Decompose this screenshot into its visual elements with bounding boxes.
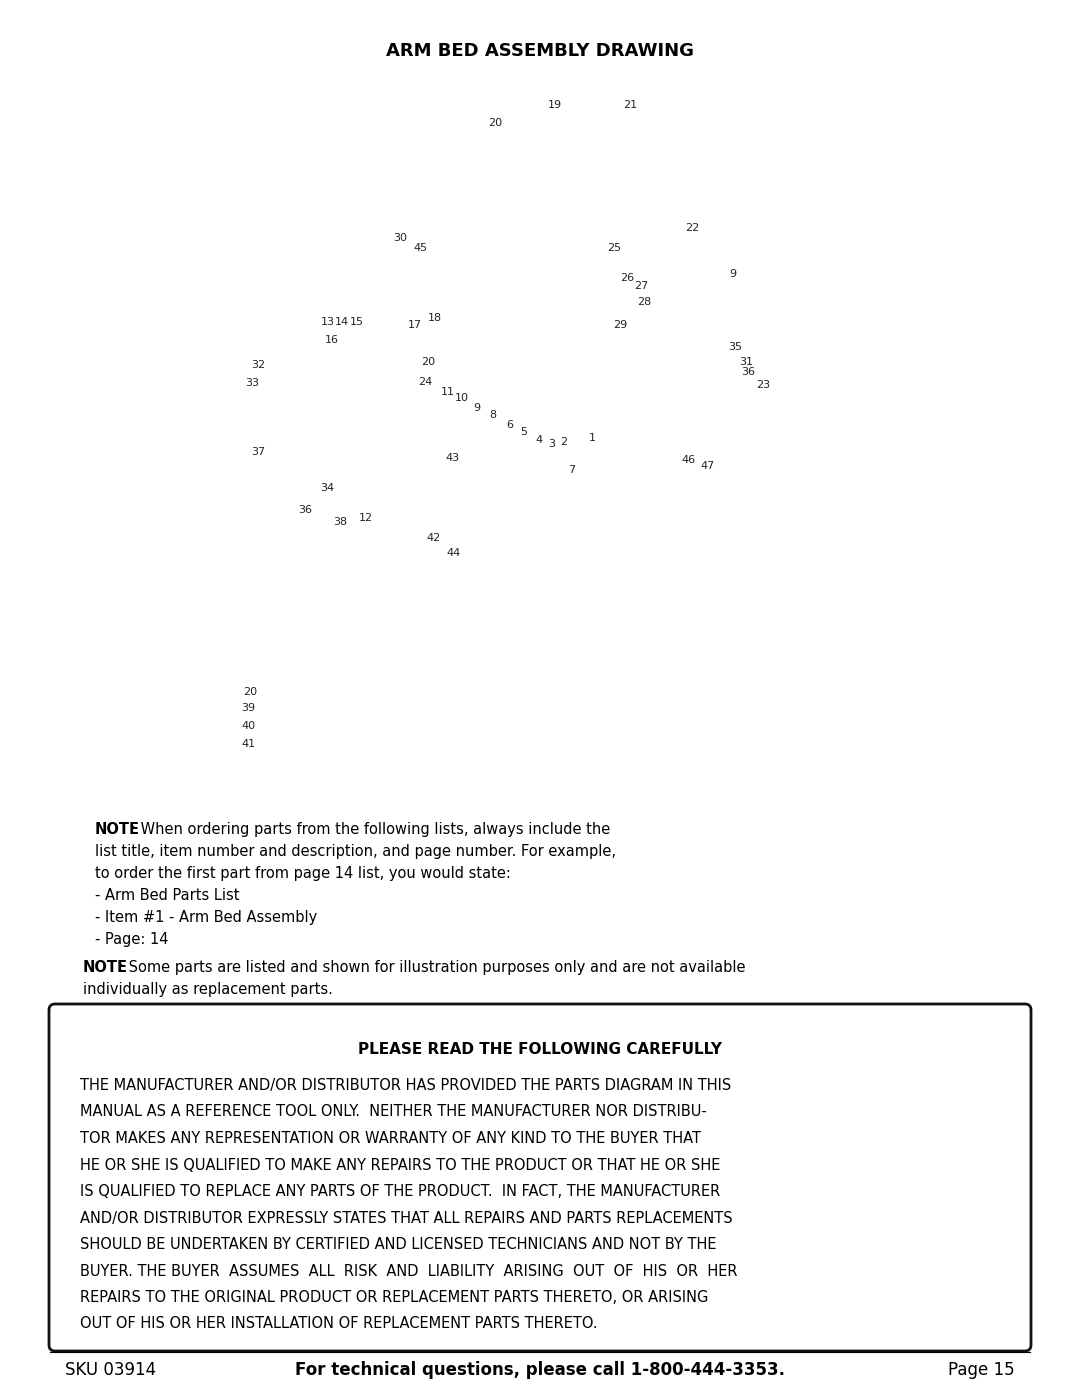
Text: 22: 22 xyxy=(685,224,699,233)
Text: IS QUALIFIED TO REPLACE ANY PARTS OF THE PRODUCT.  IN FACT, THE MANUFACTURER: IS QUALIFIED TO REPLACE ANY PARTS OF THE… xyxy=(80,1185,720,1199)
Text: list title, item number and description, and page number. For example,: list title, item number and description,… xyxy=(95,844,616,859)
Text: 6: 6 xyxy=(507,420,513,430)
Text: individually as replacement parts.: individually as replacement parts. xyxy=(83,982,333,997)
Text: 27: 27 xyxy=(634,281,648,291)
Text: 41: 41 xyxy=(241,739,255,749)
Text: HE OR SHE IS QUALIFIED TO MAKE ANY REPAIRS TO THE PRODUCT OR THAT HE OR SHE: HE OR SHE IS QUALIFIED TO MAKE ANY REPAI… xyxy=(80,1158,720,1172)
Text: 23: 23 xyxy=(756,380,770,390)
Text: 34: 34 xyxy=(320,483,334,493)
Text: REPAIRS TO THE ORIGINAL PRODUCT OR REPLACEMENT PARTS THERETO, OR ARISING: REPAIRS TO THE ORIGINAL PRODUCT OR REPLA… xyxy=(80,1289,708,1305)
Text: 43: 43 xyxy=(445,453,459,462)
Text: 37: 37 xyxy=(251,447,265,457)
Text: 4: 4 xyxy=(536,434,542,446)
Text: 24: 24 xyxy=(418,377,432,387)
Text: 1: 1 xyxy=(589,433,595,443)
Text: 28: 28 xyxy=(637,298,651,307)
Text: 2: 2 xyxy=(561,437,568,447)
Text: 35: 35 xyxy=(728,342,742,352)
Text: BUYER. THE BUYER  ASSUMES  ALL  RISK  AND  LIABILITY  ARISING  OUT  OF  HIS  OR : BUYER. THE BUYER ASSUMES ALL RISK AND LI… xyxy=(80,1263,738,1278)
Text: 33: 33 xyxy=(245,379,259,388)
Text: - Page: 14: - Page: 14 xyxy=(95,932,168,947)
Text: 42: 42 xyxy=(427,534,441,543)
Text: 8: 8 xyxy=(489,409,497,420)
Text: 11: 11 xyxy=(441,387,455,397)
Text: NOTE: NOTE xyxy=(83,960,129,975)
Text: - Item #1 - Arm Bed Assembly: - Item #1 - Arm Bed Assembly xyxy=(95,909,318,925)
Text: 30: 30 xyxy=(393,233,407,243)
Text: PLEASE READ THE FOLLOWING CAREFULLY: PLEASE READ THE FOLLOWING CAREFULLY xyxy=(357,1042,723,1058)
Text: For technical questions, please call 1-800-444-3353.: For technical questions, please call 1-8… xyxy=(295,1361,785,1379)
Text: 46: 46 xyxy=(680,455,696,465)
Text: 17: 17 xyxy=(408,320,422,330)
Text: 13: 13 xyxy=(321,317,335,327)
Text: AND/OR DISTRIBUTOR EXPRESSLY STATES THAT ALL REPAIRS AND PARTS REPLACEMENTS: AND/OR DISTRIBUTOR EXPRESSLY STATES THAT… xyxy=(80,1210,732,1225)
Text: NOTE: NOTE xyxy=(95,821,140,837)
Text: TOR MAKES ANY REPRESENTATION OR WARRANTY OF ANY KIND TO THE BUYER THAT: TOR MAKES ANY REPRESENTATION OR WARRANTY… xyxy=(80,1132,701,1146)
Text: 15: 15 xyxy=(350,317,364,327)
Text: THE MANUFACTURER AND/OR DISTRIBUTOR HAS PROVIDED THE PARTS DIAGRAM IN THIS: THE MANUFACTURER AND/OR DISTRIBUTOR HAS … xyxy=(80,1078,731,1092)
Text: : Some parts are listed and shown for illustration purposes only and are not ava: : Some parts are listed and shown for il… xyxy=(119,960,745,975)
Text: 3: 3 xyxy=(549,439,555,448)
Text: 44: 44 xyxy=(447,548,461,557)
Text: - Arm Bed Parts List: - Arm Bed Parts List xyxy=(95,888,240,902)
Text: 25: 25 xyxy=(607,243,621,253)
Text: 20: 20 xyxy=(243,687,257,697)
Text: 5: 5 xyxy=(521,427,527,437)
Text: 21: 21 xyxy=(623,101,637,110)
Text: 12: 12 xyxy=(359,513,373,522)
Text: Page 15: Page 15 xyxy=(948,1361,1015,1379)
Text: ARM BED ASSEMBLY DRAWING: ARM BED ASSEMBLY DRAWING xyxy=(386,42,694,60)
Text: 31: 31 xyxy=(739,358,753,367)
Text: 39: 39 xyxy=(241,703,255,712)
Text: 26: 26 xyxy=(620,272,634,284)
Text: 29: 29 xyxy=(612,320,627,330)
Text: : When ordering parts from the following lists, always include the: : When ordering parts from the following… xyxy=(131,821,610,837)
Text: 40: 40 xyxy=(241,721,255,731)
Text: 38: 38 xyxy=(333,517,347,527)
Text: SKU 03914: SKU 03914 xyxy=(65,1361,157,1379)
Text: 18: 18 xyxy=(428,313,442,323)
Text: OUT OF HIS OR HER INSTALLATION OF REPLACEMENT PARTS THERETO.: OUT OF HIS OR HER INSTALLATION OF REPLAC… xyxy=(80,1316,597,1331)
FancyBboxPatch shape xyxy=(49,1004,1031,1351)
Text: 36: 36 xyxy=(741,367,755,377)
Text: 10: 10 xyxy=(455,393,469,402)
Text: 9: 9 xyxy=(729,270,737,279)
Text: 19: 19 xyxy=(548,101,562,110)
Text: 16: 16 xyxy=(325,335,339,345)
Text: 7: 7 xyxy=(568,465,576,475)
Text: 9: 9 xyxy=(473,402,481,414)
Text: 14: 14 xyxy=(335,317,349,327)
Text: 47: 47 xyxy=(701,461,715,471)
Text: MANUAL AS A REFERENCE TOOL ONLY.  NEITHER THE MANUFACTURER NOR DISTRIBU-: MANUAL AS A REFERENCE TOOL ONLY. NEITHER… xyxy=(80,1105,706,1119)
Text: 32: 32 xyxy=(251,360,265,370)
Text: 36: 36 xyxy=(298,504,312,515)
Text: 20: 20 xyxy=(421,358,435,367)
Text: 45: 45 xyxy=(413,243,427,253)
Text: SHOULD BE UNDERTAKEN BY CERTIFIED AND LICENSED TECHNICIANS AND NOT BY THE: SHOULD BE UNDERTAKEN BY CERTIFIED AND LI… xyxy=(80,1236,716,1252)
Text: to order the first part from page 14 list, you would state:: to order the first part from page 14 lis… xyxy=(95,866,511,882)
Text: 20: 20 xyxy=(488,117,502,129)
